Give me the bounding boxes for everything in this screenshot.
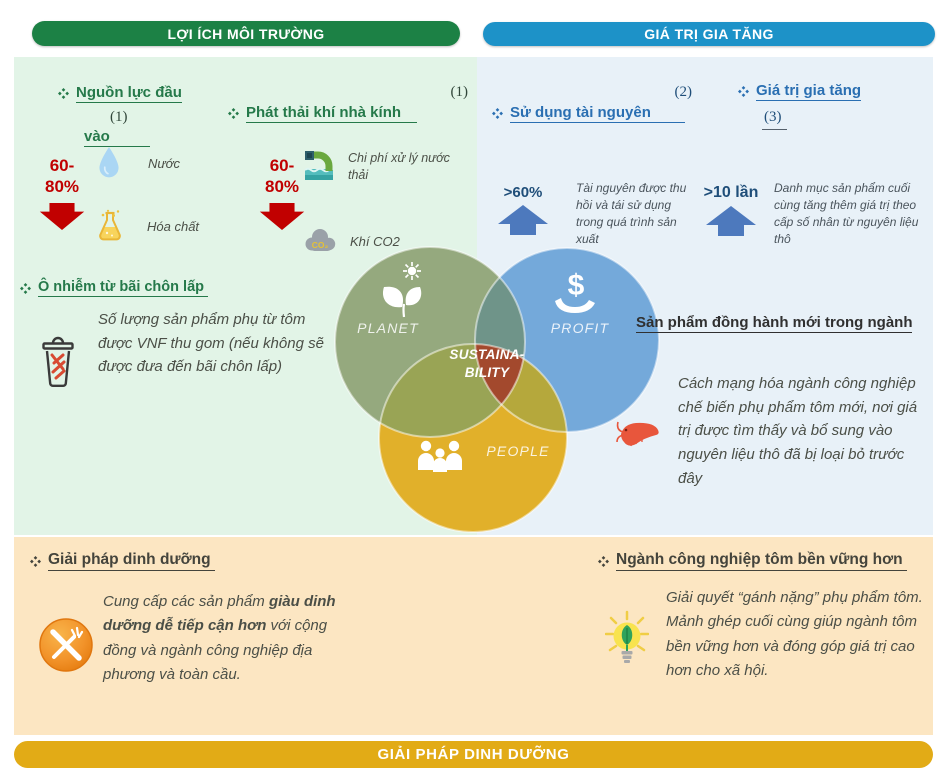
diamond-bullet-icon — [492, 108, 503, 119]
nutrition-description: Cung cấp các sản phẩm giàu dinh dưỡng dễ… — [103, 590, 351, 687]
diamond-bullet-icon — [738, 86, 749, 97]
footnote-1b: (1) — [450, 84, 469, 100]
footnote-2: (2) — [674, 84, 693, 100]
water-item: Nước — [96, 146, 180, 180]
input-resources-title-line2: vào — [84, 128, 150, 147]
chemical-flask-icon — [99, 209, 121, 241]
chemical-label: Hóa chất — [147, 218, 200, 234]
added-value-description: Danh mục sản phẩm cuối cùng tăng thêm gi… — [774, 181, 919, 247]
lightbulb-leaf-icon — [605, 610, 649, 663]
resource-use-title: Sử dụng tài nguyên — [510, 104, 685, 123]
section-emissions-heading: (1) Phát thải khí nhà kính — [228, 84, 468, 123]
input-resources-title-line1: Nguồn lực đầu — [76, 84, 182, 103]
input-resources-stat: 60- 80% — [34, 156, 90, 231]
co2-cloud-icon: CO₂ — [305, 229, 336, 251]
co2-label: Khí CO2 — [350, 233, 400, 249]
new-products-title: Sản phẩm đồng hành mới trong ngành — [636, 314, 913, 333]
stat-line1: 60- — [269, 156, 295, 175]
stat-value: >60% — [503, 184, 543, 201]
emissions-stat: 60- 80% — [254, 156, 310, 231]
stat-line2: 80% — [44, 176, 80, 196]
stat-line2: 80% — [264, 176, 300, 196]
nutrition-title: Giải pháp dinh dưỡng — [48, 551, 215, 571]
section-added-value-heading: Giá trị gia tăng (3) — [738, 82, 862, 130]
section-landfill-heading: Ô nhiễm từ bãi chôn lấp — [20, 279, 208, 297]
section-input-resources-heading: Nguồn lực đầu (1) vào — [58, 84, 228, 147]
landfill-title: Ô nhiễm từ bãi chôn lấp — [38, 279, 208, 297]
nutrition-desc-bold: giàu dinh dưỡng dễ tiếp cận hơn — [103, 593, 336, 635]
section-sustainable-industry-heading: Ngành công nghiệp tôm bền vững hơn — [598, 551, 907, 571]
diamond-bullet-icon — [30, 555, 41, 567]
nutrition-footer-banner: GIẢI PHÁP DINH DƯỠNG — [14, 741, 933, 768]
water-drop-icon — [99, 147, 119, 178]
landfill-description: Số lượng sản phẩm phụ từ tôm được VNF th… — [98, 311, 324, 376]
wastewater-pipe-icon — [304, 151, 334, 180]
water-label: Nước — [148, 155, 180, 171]
added-value-stat: >10 lần — [700, 184, 762, 236]
wastewater-item: Chi phí xử lý nước thải — [303, 146, 452, 184]
footnote-1a: (1) — [110, 109, 128, 125]
environment-banner: LỢI ÍCH MÔI TRƯỜNG — [32, 21, 460, 46]
sustainable-industry-title: Ngành công nghiệp tôm bền vững hơn — [616, 551, 907, 571]
sustainable-industry-description: Giải quyết “gánh nặng” phụ phẩm tôm. Mản… — [666, 589, 923, 679]
stat-line1: 60- — [49, 156, 75, 175]
chemical-item: Hóa chất — [95, 208, 199, 244]
fork-knife-icon — [39, 618, 93, 672]
wastewater-label: Chi phí xử lý nước thải — [348, 151, 450, 182]
section-nutrition-heading: Giải pháp dinh dưỡng — [30, 551, 215, 571]
nutrition-desc-suffix: với cộng đồng và ngành công nghiệp địa p… — [103, 617, 328, 683]
footnote-3: (3) — [762, 109, 787, 130]
diamond-bullet-icon — [228, 108, 239, 119]
co2-item: CO₂ Khí CO2 — [303, 226, 400, 256]
shrimp-icon — [616, 421, 659, 447]
red-down-arrow-icon — [259, 203, 305, 231]
section-resource-use-heading: (2) Sử dụng tài nguyên — [492, 84, 692, 123]
diamond-bullet-icon — [20, 282, 31, 294]
blue-up-arrow-icon — [706, 206, 756, 236]
diamond-bullet-icon — [58, 88, 69, 99]
red-down-arrow-icon — [39, 203, 85, 231]
trash-bin-icon — [42, 336, 74, 388]
added-value-title: Giá trị gia tăng — [756, 82, 862, 101]
added-value-banner: GIÁ TRỊ GIA TĂNG — [483, 22, 935, 46]
nutrition-desc-prefix: Cung cấp các sản phẩm — [103, 593, 269, 610]
stat-value: >10 lần — [703, 184, 759, 201]
diamond-bullet-icon — [598, 555, 609, 567]
resource-use-description: Tài nguyên được thu hồi và tái sử dụng t… — [576, 181, 687, 247]
co2-icon-text: CO₂ — [312, 240, 329, 250]
emissions-title: Phát thải khí nhà kính — [246, 104, 418, 123]
blue-up-arrow-icon — [498, 205, 548, 235]
resource-use-stat: >60% — [494, 184, 552, 235]
new-products-description: Cách mạng hóa ngành công nghiệp chế biến… — [678, 375, 918, 487]
